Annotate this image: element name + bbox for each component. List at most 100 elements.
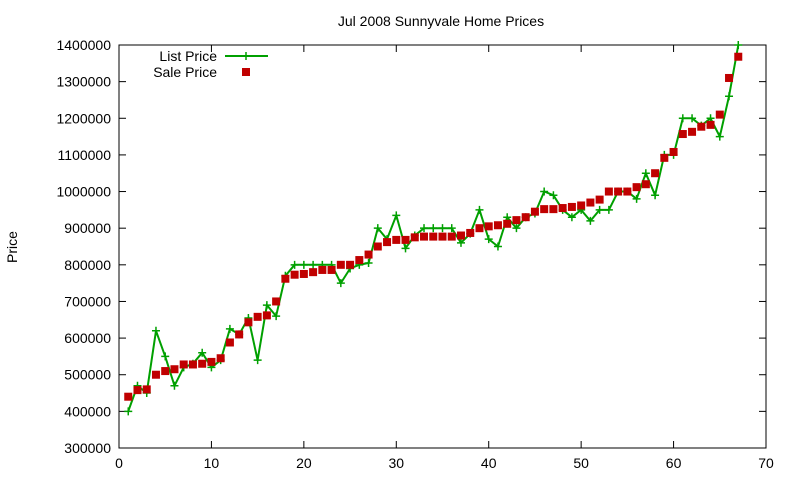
list-price-point: [456, 238, 465, 247]
sale-price-point: [577, 201, 586, 210]
y-tick-label: 500000: [64, 367, 111, 383]
sale-price-point: [503, 219, 512, 228]
list-price-point: [678, 114, 687, 123]
sale-price-point: [327, 265, 336, 274]
y-tick-label: 300000: [64, 440, 111, 456]
sale-price-point: [447, 232, 456, 241]
y-tick-label: 1400000: [56, 37, 111, 53]
sale-price-point: [410, 233, 419, 242]
list-price-point: [715, 132, 724, 141]
sale-price-point: [567, 202, 576, 211]
sale-price-point: [318, 265, 327, 274]
list-price-point: [438, 224, 447, 233]
sale-price-point: [290, 270, 299, 279]
sale-price-point: [198, 359, 207, 368]
list-price-point: [151, 326, 160, 335]
sale-price-point: [188, 360, 197, 369]
list-price-point: [734, 41, 743, 49]
sale-price-point: [401, 235, 410, 244]
sale-price-point: [438, 232, 447, 241]
sale-price-point: [669, 147, 678, 156]
sale-price-point: [678, 130, 687, 139]
y-tick-label: 1300000: [56, 74, 111, 90]
sale-price-point: [133, 386, 142, 395]
list-price-point: [309, 260, 318, 269]
y-axis-label: Price: [4, 231, 20, 263]
list-price-point: [549, 191, 558, 200]
sale-price-point: [651, 169, 660, 178]
list-price-point: [364, 258, 373, 267]
sale-price-point: [244, 318, 253, 327]
sale-price-point: [493, 221, 502, 230]
chart-title: Jul 2008 Sunnyvale Home Prices: [338, 13, 544, 29]
sale-price-point: [383, 238, 392, 247]
sale-price-point: [586, 198, 595, 207]
sale-price-point: [558, 204, 567, 213]
list-price-point: [586, 216, 595, 225]
sale-price-point: [715, 110, 724, 119]
x-tick-label: 70: [758, 455, 774, 471]
sale-price-point: [262, 311, 271, 320]
x-tick-label: 10: [204, 455, 220, 471]
sale-price-point: [179, 360, 188, 369]
list-price-point: [124, 407, 133, 416]
list-price-point: [725, 92, 734, 101]
list-price-point: [262, 301, 271, 310]
sale-price-point: [725, 73, 734, 82]
sale-price-point: [207, 357, 216, 366]
sale-price-point: [614, 187, 623, 196]
y-tick-label: 600000: [64, 330, 111, 346]
sale-price-point: [595, 195, 604, 204]
axes: 300000 400000 500000 600000 700000 800000 9000…: [56, 37, 774, 471]
x-tick-label: 40: [481, 455, 497, 471]
list-price-point: [651, 191, 660, 200]
legend-marker-sale-price: [242, 68, 250, 76]
sale-price-point: [364, 250, 373, 259]
list-price-point: [447, 224, 456, 233]
list-price-point: [641, 169, 650, 178]
sale-price-point: [170, 365, 179, 374]
y-tick-label: 1000000: [56, 184, 111, 200]
list-price-point: [401, 244, 410, 253]
list-price-point: [290, 260, 299, 269]
list-price-point: [567, 213, 576, 222]
plot-frame: [118, 44, 767, 449]
sale-price-point: [225, 338, 234, 347]
sale-price-point: [734, 52, 743, 61]
list-price-point: [198, 348, 207, 357]
sale-price-point: [540, 205, 549, 214]
legend-marker-list-price: [242, 52, 250, 60]
sale-price-point: [336, 260, 345, 269]
sale-price-point: [142, 385, 151, 394]
list-price-point: [225, 324, 234, 333]
list-price-point: [595, 205, 604, 214]
sale-price-point: [521, 213, 530, 222]
sale-price-point: [309, 268, 318, 277]
sale-price-point: [484, 222, 493, 231]
list-price-point: [484, 235, 493, 244]
sale-price-point: [392, 235, 401, 244]
list-price-point: [392, 211, 401, 220]
sale-price-point: [688, 127, 697, 136]
list-price-point: [604, 205, 613, 214]
x-tick-label: 30: [388, 455, 404, 471]
x-tick-label: 0: [115, 455, 123, 471]
sale-price-point: [706, 120, 715, 129]
list-price-point: [170, 381, 179, 390]
sale-price-point: [272, 297, 281, 306]
x-tick-label: 20: [296, 455, 312, 471]
sale-price-point: [253, 312, 262, 321]
y-tick-label: 1100000: [58, 147, 112, 163]
list-price-point: [493, 242, 502, 251]
sale-price-point: [281, 274, 290, 283]
sale-price-point: [346, 260, 355, 269]
y-tick-label: 1200000: [56, 110, 111, 126]
list-price-point: [688, 114, 697, 123]
list-price-point: [272, 312, 281, 321]
sale-price-point: [475, 224, 484, 233]
y-tick-label: 700000: [64, 293, 111, 309]
sale-price-point: [124, 392, 133, 401]
list-price-point: [512, 224, 521, 233]
sale-price-point: [641, 180, 650, 189]
